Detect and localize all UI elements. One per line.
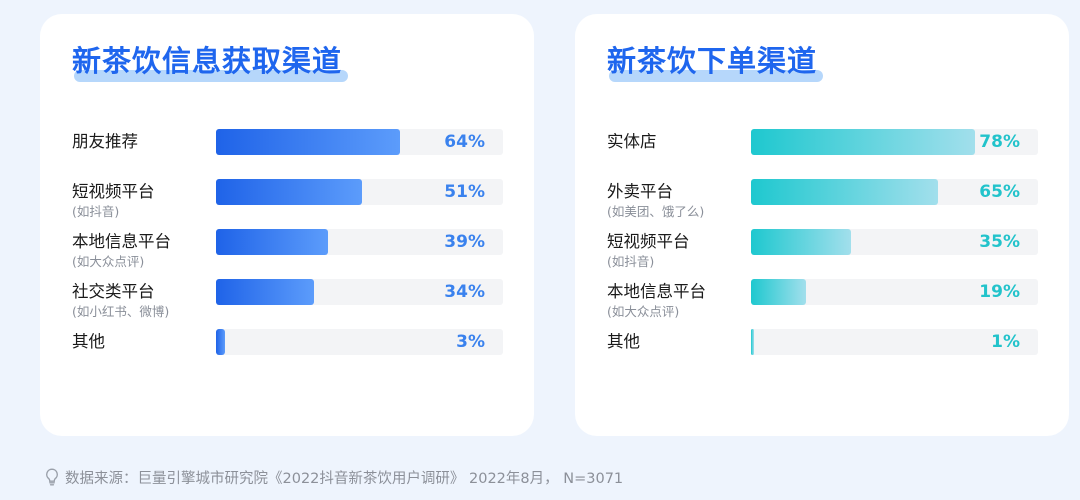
bar (751, 229, 852, 255)
bar-row: 本地信息平台 (如大众点评) 19% (575, 279, 1069, 327)
bar-track: 65% (751, 179, 1038, 205)
value-label: 78% (979, 132, 1020, 152)
value-label: 35% (979, 232, 1020, 252)
source-footer: 数据来源：巨量引擎城市研究院《2022抖音新茶饮用户调研》 2022年8月， N… (44, 466, 623, 488)
bar (216, 129, 400, 155)
bar-row: 本地信息平台 (如大众点评) 39% (40, 229, 534, 277)
category-sublabel: (如小红书、微博) (72, 304, 170, 319)
bar (751, 279, 806, 305)
value-label: 19% (979, 282, 1020, 302)
category-label: 社交类平台 (72, 282, 155, 301)
bar (216, 179, 363, 205)
bar-track: 1% (751, 329, 1038, 355)
bar-row: 朋友推荐 64% (40, 129, 534, 177)
bar-track: 19% (751, 279, 1038, 305)
value-label: 1% (991, 332, 1020, 352)
value-label: 3% (456, 332, 485, 352)
value-label: 65% (979, 182, 1020, 202)
category-label: 其他 (72, 332, 105, 351)
category-label: 短视频平台 (607, 232, 690, 251)
bar-track: 34% (216, 279, 503, 305)
category-sublabel: (如大众点评) (607, 304, 680, 319)
category-label: 实体店 (607, 132, 657, 151)
category-sublabel: (如抖音) (607, 254, 655, 269)
chart-title: 新茶饮信息获取渠道 (72, 42, 349, 82)
bar-track: 35% (751, 229, 1038, 255)
category-label: 本地信息平台 (607, 282, 706, 301)
value-label: 39% (444, 232, 485, 252)
category-label: 朋友推荐 (72, 132, 138, 151)
category-label: 其他 (607, 332, 640, 351)
bar-row: 短视频平台 (如抖音) 35% (575, 229, 1069, 277)
bar-row: 社交类平台 (如小红书、微博) 34% (40, 279, 534, 327)
bar-track: 39% (216, 229, 503, 255)
category-label: 外卖平台 (607, 182, 673, 201)
bar-row: 外卖平台 (如美团、饿了么) 65% (575, 179, 1069, 227)
bar-row: 其他 1% (575, 329, 1069, 377)
category-sublabel: (如美团、饿了么) (607, 204, 705, 219)
chart-card-info-channels: 新茶饮信息获取渠道 朋友推荐 64% 短视频平台 (如抖音) 51% 本地信息平台 (如大众… (40, 14, 534, 436)
value-label: 64% (444, 132, 485, 152)
bar-row: 短视频平台 (如抖音) 51% (40, 179, 534, 227)
bar-track: 3% (216, 329, 503, 355)
bar (751, 179, 938, 205)
bar (216, 279, 314, 305)
bar-track: 51% (216, 179, 503, 205)
chart-title-text: 新茶饮下单渠道 (607, 44, 818, 78)
bar-track: 78% (751, 129, 1038, 155)
value-label: 34% (444, 282, 485, 302)
category-sublabel: (如大众点评) (72, 254, 145, 269)
category-sublabel: (如抖音) (72, 204, 120, 219)
value-label: 51% (444, 182, 485, 202)
chart-title-text: 新茶饮信息获取渠道 (72, 44, 343, 78)
bar (751, 329, 754, 355)
category-label: 本地信息平台 (72, 232, 171, 251)
bar-row: 其他 3% (40, 329, 534, 377)
bar (751, 129, 975, 155)
chart-card-order-channels: 新茶饮下单渠道 实体店 78% 外卖平台 (如美团、饿了么) 65% 短视频平台 (如抖音)… (575, 14, 1069, 436)
lightbulb-icon (46, 468, 58, 486)
bar-track: 64% (216, 129, 503, 155)
bar (216, 329, 225, 355)
bar-row: 实体店 78% (575, 129, 1069, 177)
chart-title: 新茶饮下单渠道 (607, 42, 824, 82)
source-text: 数据来源：巨量引擎城市研究院《2022抖音新茶饮用户调研》 2022年8月， N… (65, 470, 624, 487)
bar (216, 229, 328, 255)
category-label: 短视频平台 (72, 182, 155, 201)
